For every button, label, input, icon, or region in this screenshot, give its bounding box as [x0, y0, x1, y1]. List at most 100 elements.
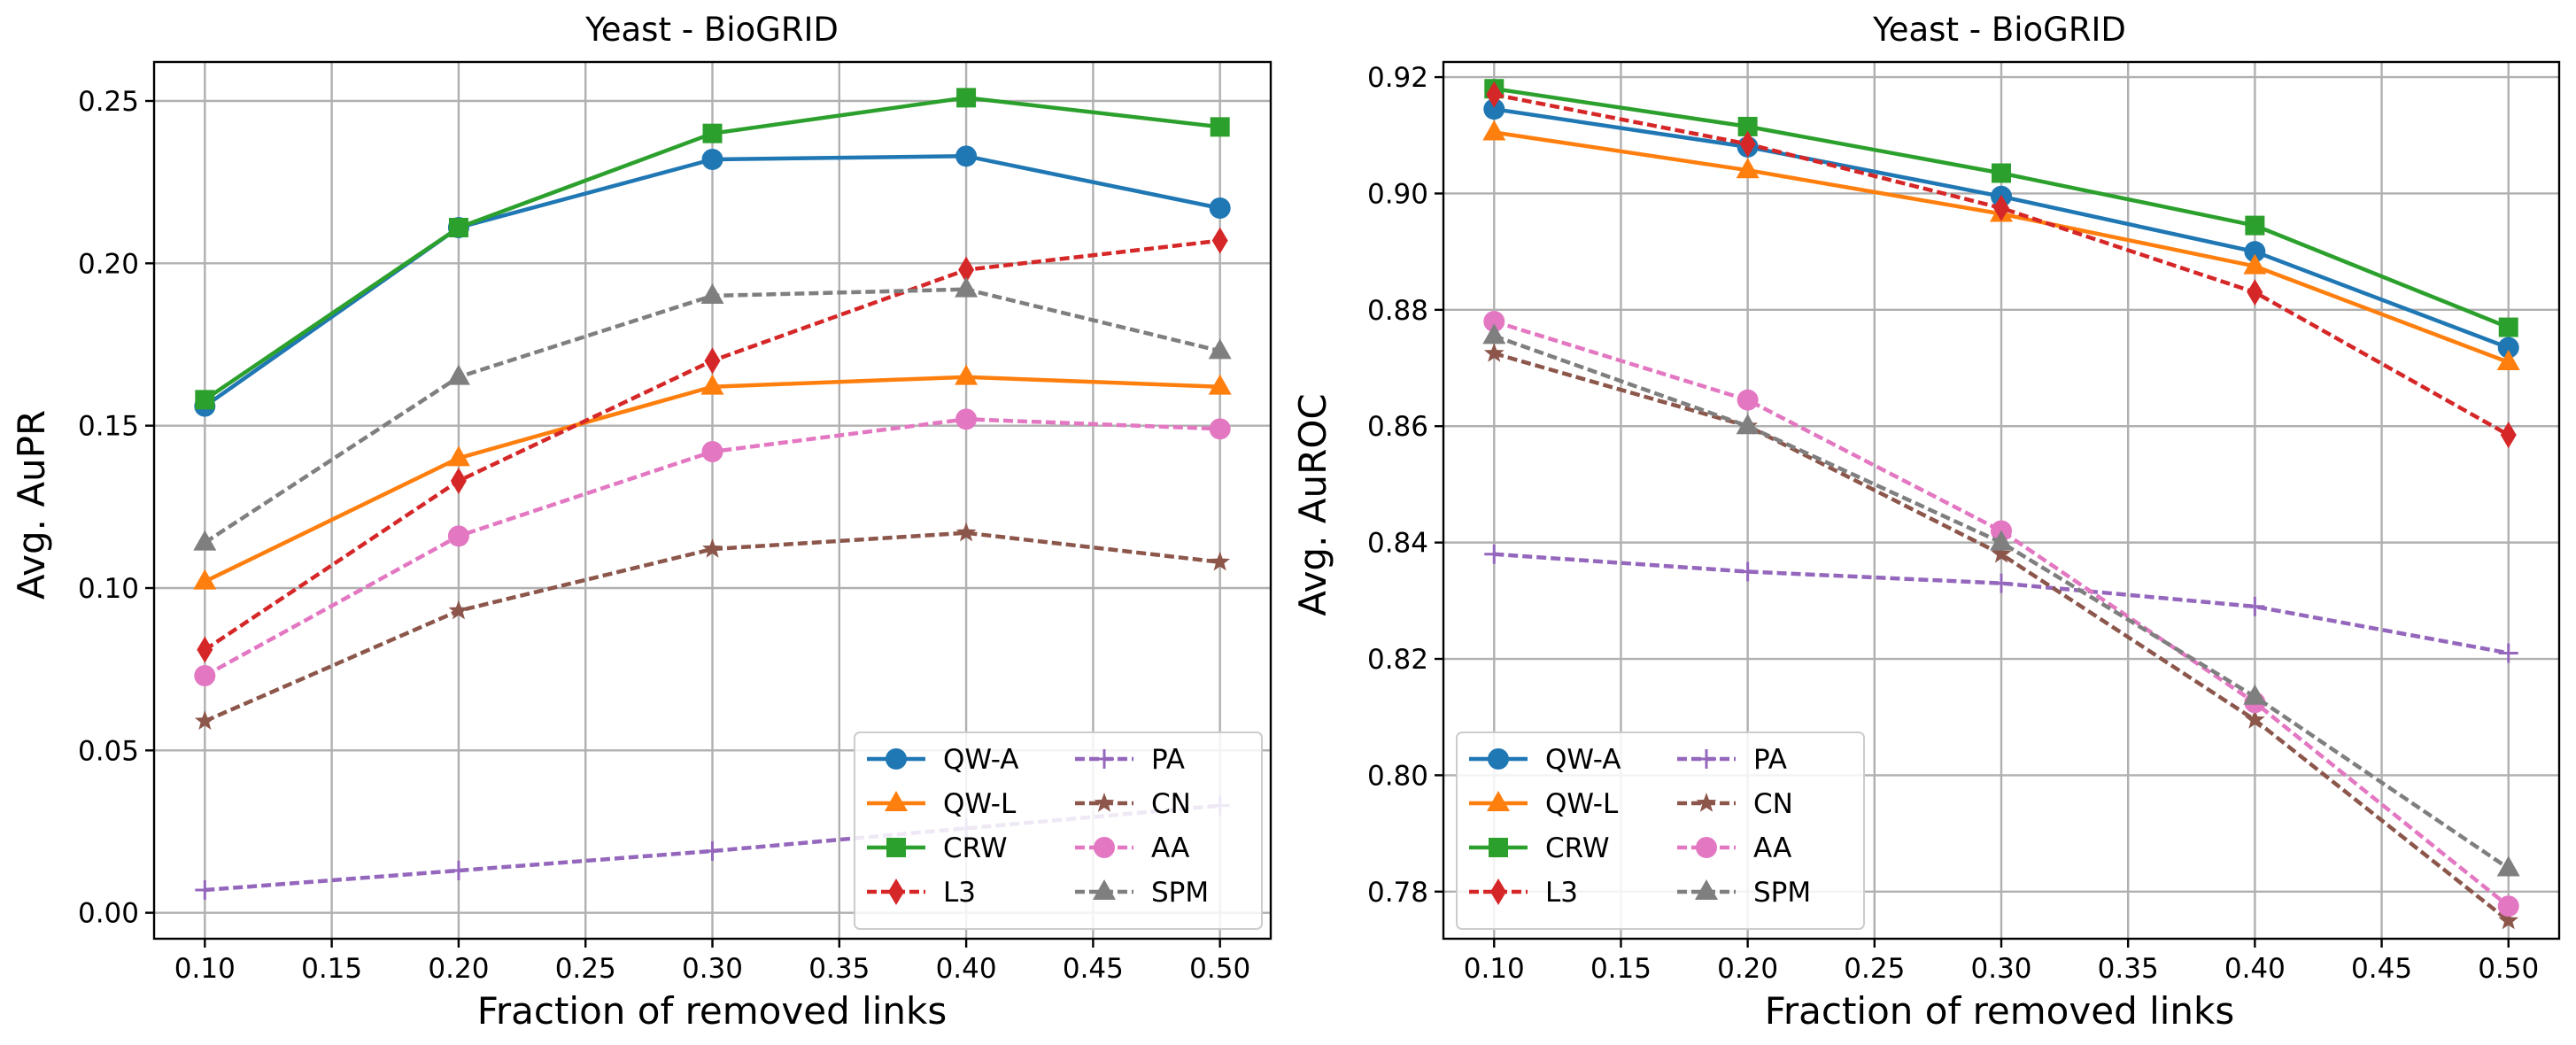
data-point-cn	[448, 600, 469, 620]
x-tick-label: 0.25	[555, 953, 616, 985]
data-point-spm	[2496, 855, 2520, 877]
series-line-aa	[1493, 319, 2510, 908]
legend-marker-l3	[888, 879, 904, 905]
data-point-qw-l	[1736, 158, 1760, 179]
data-point-cn	[1991, 543, 2012, 563]
data-point-qw-l	[193, 569, 217, 590]
data-point-qw-l	[2243, 253, 2267, 275]
data-point-crw	[702, 123, 723, 143]
legend: QW-A QW-L CRW L3 PA CN AA SPM	[1456, 732, 1865, 930]
data-point-spm	[1736, 414, 1760, 435]
legend-marker-l3	[1490, 879, 1506, 905]
legend-label-cn: CN	[1151, 788, 1191, 820]
data-point-spm	[1990, 530, 2013, 551]
data-point-pa	[2498, 643, 2518, 663]
y-tick-label: 0.05	[78, 735, 139, 767]
legend: QW-A QW-L CRW L3 PA CN AA SPM	[854, 732, 1263, 930]
data-point-qw-a	[955, 145, 978, 167]
legend-marker-spm	[1695, 879, 1718, 900]
legend-marker-pa	[1697, 749, 1716, 769]
data-point-l3	[450, 468, 467, 494]
data-point-pa	[702, 841, 723, 861]
chart-title: Yeast - BioGRID	[584, 11, 839, 49]
series-line-l3	[1493, 92, 2510, 437]
data-point-l3	[704, 347, 721, 375]
data-point-spm	[1208, 338, 1232, 360]
data-point-aa	[1737, 389, 1759, 411]
legend-marker-crw	[886, 838, 906, 857]
x-tick-label: 0.30	[682, 953, 743, 985]
x-tick-label: 0.15	[301, 953, 362, 985]
legend-marker-qw-l	[885, 791, 908, 811]
x-tick-label: 0.20	[1717, 953, 1778, 985]
data-point-cn	[2498, 910, 2519, 930]
legend-label-l3: L3	[943, 877, 976, 909]
legend-label-crw: CRW	[943, 832, 1008, 864]
data-point-crw	[2245, 215, 2265, 236]
y-tick-label: 0.84	[1367, 528, 1428, 560]
data-point-crw	[1210, 117, 1230, 137]
legend-marker-aa	[1696, 837, 1717, 858]
x-tick-label: 0.35	[2098, 953, 2159, 985]
legend-label-crw: CRW	[1545, 832, 1610, 864]
plot-frame	[152, 60, 1273, 940]
data-point-l3	[1993, 194, 2009, 221]
y-tick-label: 0.80	[1367, 760, 1428, 792]
data-point-l3	[1211, 227, 1228, 254]
data-point-cn	[702, 538, 723, 558]
legend-marker-cn	[1094, 793, 1115, 812]
y-tick-label: 0.82	[1367, 644, 1428, 676]
data-point-qw-l	[1482, 120, 1506, 141]
x-tick-label: 0.45	[1063, 953, 1124, 985]
y-tick-label: 0.88	[1367, 295, 1428, 327]
data-point-spm	[193, 530, 217, 551]
data-point-pa	[1737, 561, 1758, 582]
data-point-qw-l	[2496, 349, 2520, 370]
x-tick-label: 0.10	[1464, 953, 1525, 985]
data-point-spm	[446, 364, 470, 385]
x-tick-label: 0.40	[936, 953, 997, 985]
data-point-aa	[1483, 310, 1505, 332]
legend-frame	[854, 732, 1263, 930]
data-point-l3	[2500, 422, 2517, 449]
data-point-crw	[448, 218, 468, 237]
y-axis-label: Avg. AuPR	[10, 410, 53, 600]
data-point-cn	[955, 522, 977, 542]
y-tick-label: 0.92	[1367, 62, 1428, 94]
chart-title: Yeast - BioGRID	[1872, 11, 2126, 49]
legend-label-qw-l: QW-L	[1545, 788, 1619, 820]
data-point-l3	[2247, 279, 2263, 306]
data-point-qw-a	[1483, 98, 1505, 120]
data-point-crw	[956, 88, 977, 108]
legend-marker-crw	[1489, 838, 1508, 857]
data-point-cn	[1210, 551, 1231, 571]
data-point-qw-a	[1209, 197, 1231, 219]
legend-label-spm: SPM	[1151, 877, 1209, 909]
data-point-aa	[447, 525, 469, 547]
x-tick-label: 0.25	[1844, 953, 1905, 985]
legend-label-cn: CN	[1753, 788, 1793, 820]
data-point-pa	[1992, 573, 2011, 593]
legend-marker-qw-a	[1488, 748, 1509, 770]
data-point-pa	[2245, 596, 2265, 616]
y-tick-label: 0.20	[78, 248, 139, 280]
legend-label-aa: AA	[1151, 832, 1189, 864]
y-tick-label: 0.25	[78, 86, 139, 118]
legend-frame	[1456, 732, 1865, 930]
data-point-pa	[195, 880, 215, 900]
legend-label-pa: PA	[1753, 744, 1787, 776]
data-point-qw-l	[955, 364, 979, 385]
data-point-l3	[1486, 81, 1503, 108]
data-point-cn	[2245, 709, 2265, 729]
data-point-qw-l	[1208, 374, 1232, 395]
y-axis-label: Avg. AuROC	[1291, 393, 1334, 615]
data-layer	[1482, 79, 2520, 930]
legend-marker-qw-a	[886, 748, 907, 770]
x-tick-label: 0.50	[1189, 953, 1250, 985]
legend-marker-cn	[1696, 793, 1717, 812]
x-tick-label: 0.45	[2351, 953, 2412, 985]
data-point-pa	[448, 861, 468, 880]
legend-label-qw-a: QW-A	[1545, 744, 1621, 776]
y-tick-label: 0.86	[1367, 411, 1428, 443]
